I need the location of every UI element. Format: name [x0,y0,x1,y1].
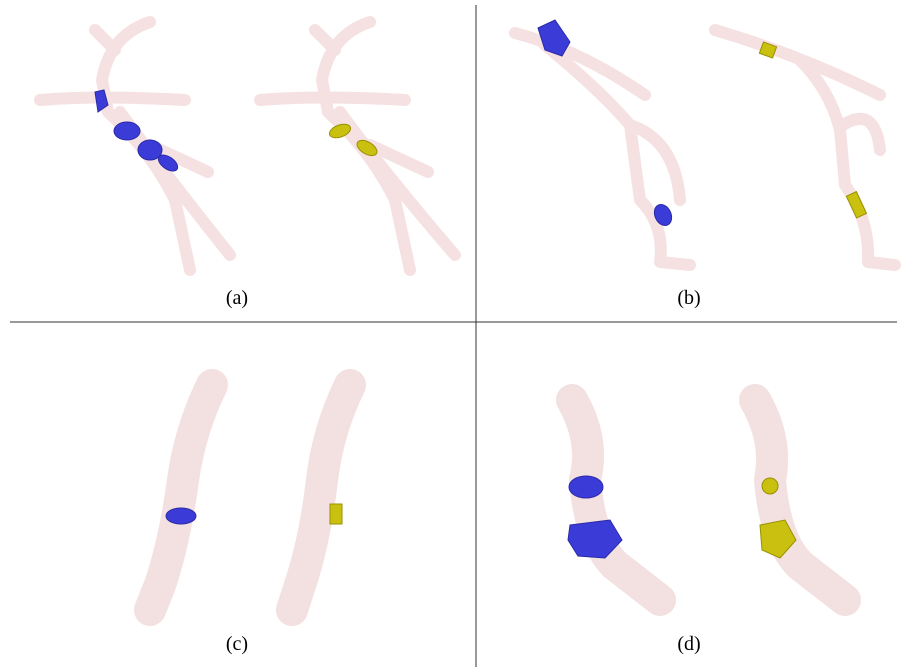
figure: (a) (b) (c) (d) [0,0,907,667]
panel-label: (c) [226,633,248,655]
panel-c: (c) [150,385,350,655]
panel-label: (d) [677,633,700,655]
panel-a: (a) [40,22,455,309]
panel-label: (b) [677,287,700,309]
panel-b: (b) [515,20,895,309]
panel-d: (d) [568,400,845,655]
panel-label: (a) [226,287,248,309]
